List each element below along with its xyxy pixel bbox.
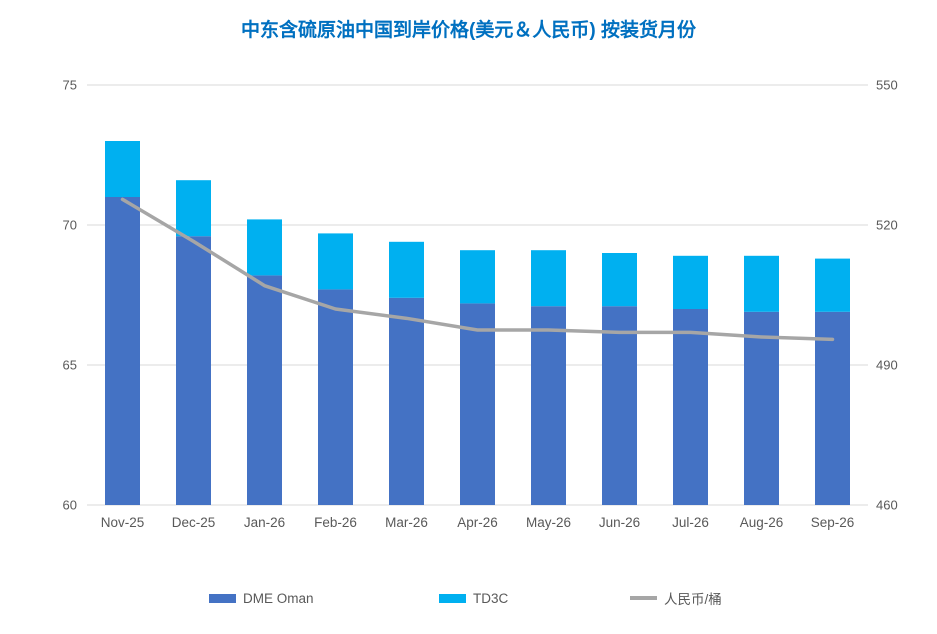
bar-dme-oman-apr-26 bbox=[460, 303, 495, 505]
bar-td3c-dec-25 bbox=[176, 180, 211, 237]
legend: DME Oman TD3C 人民币/桶 bbox=[0, 589, 937, 609]
bar-dme-oman-jun-26 bbox=[602, 306, 637, 505]
bar-dme-oman-mar-26 bbox=[389, 297, 424, 505]
x-axis-label-apr-26: Apr-26 bbox=[457, 515, 498, 530]
line-人民币-桶 bbox=[120, 197, 835, 342]
legend-item-rmb-line: 人民币/桶 bbox=[630, 589, 722, 607]
bar-td3c-may-26 bbox=[531, 250, 566, 307]
legend-label-td3c: TD3C bbox=[473, 590, 509, 606]
x-axis-label-mar-26: Mar-26 bbox=[385, 515, 428, 530]
bar-dme-oman-may-26 bbox=[531, 306, 566, 505]
bar-td3c-nov-25 bbox=[105, 141, 140, 197]
bar-td3c-mar-26 bbox=[389, 241, 424, 298]
right-axis-tick-550: 550 bbox=[876, 78, 898, 93]
legend-item-td3c: TD3C bbox=[439, 589, 508, 607]
x-axis-label-sep-26: Sep-26 bbox=[811, 515, 855, 530]
legend-label-rmb: 人民币/桶 bbox=[664, 592, 722, 607]
left-axis-tick-70: 70 bbox=[63, 218, 77, 233]
right-axis-tick-490: 490 bbox=[876, 358, 898, 373]
td3c-swatch-icon bbox=[439, 593, 466, 603]
chart-title: 中东含硫原油中国到岸价格(美元＆人民币) 按装货月份 bbox=[241, 20, 696, 41]
rmb-line-swatch-icon bbox=[630, 596, 657, 600]
x-axis-label-jan-26: Jan-26 bbox=[244, 515, 285, 530]
bar-dme-oman-dec-25 bbox=[176, 236, 211, 505]
bar-td3c-jul-26 bbox=[673, 255, 708, 309]
x-axis-label-aug-26: Aug-26 bbox=[740, 515, 784, 530]
bar-dme-oman-sep-26 bbox=[815, 311, 850, 505]
bar-td3c-jun-26 bbox=[602, 253, 637, 307]
right-axis-tick-460: 460 bbox=[876, 498, 898, 513]
x-axis-label-may-26: May-26 bbox=[526, 515, 571, 530]
bar-td3c-aug-26 bbox=[744, 255, 779, 312]
left-axis-tick-75: 75 bbox=[63, 78, 77, 93]
legend-label-dme-oman: DME Oman bbox=[243, 590, 314, 606]
x-axis-label-feb-26: Feb-26 bbox=[314, 515, 357, 530]
x-axis-label-jun-26: Jun-26 bbox=[599, 515, 640, 530]
bar-td3c-jan-26 bbox=[247, 219, 282, 276]
x-axis-label-dec-25: Dec-25 bbox=[172, 515, 216, 530]
left-axis-tick-60: 60 bbox=[63, 498, 77, 513]
bar-dme-oman-nov-25 bbox=[105, 197, 140, 505]
x-axis-label-jul-26: Jul-26 bbox=[672, 515, 709, 530]
dme-oman-swatch-icon bbox=[209, 593, 236, 603]
bar-dme-oman-feb-26 bbox=[318, 289, 353, 505]
legend-item-dme-oman: DME Oman bbox=[209, 589, 314, 607]
bar-dme-oman-aug-26 bbox=[744, 311, 779, 505]
bar-td3c-sep-26 bbox=[815, 258, 850, 312]
left-axis-tick-65: 65 bbox=[63, 358, 77, 373]
plot-area: 60 65 70 75 460 490 520 550 Nov-25 Dec-25 Jan-26 Fe… bbox=[63, 78, 898, 531]
bar-td3c-apr-26 bbox=[460, 250, 495, 304]
bar-dme-oman-jan-26 bbox=[247, 275, 282, 505]
bar-dme-oman-jul-26 bbox=[673, 309, 708, 505]
bar-td3c-feb-26 bbox=[318, 233, 353, 290]
right-axis-tick-520: 520 bbox=[876, 218, 898, 233]
x-axis-label-nov-25: Nov-25 bbox=[101, 515, 145, 530]
